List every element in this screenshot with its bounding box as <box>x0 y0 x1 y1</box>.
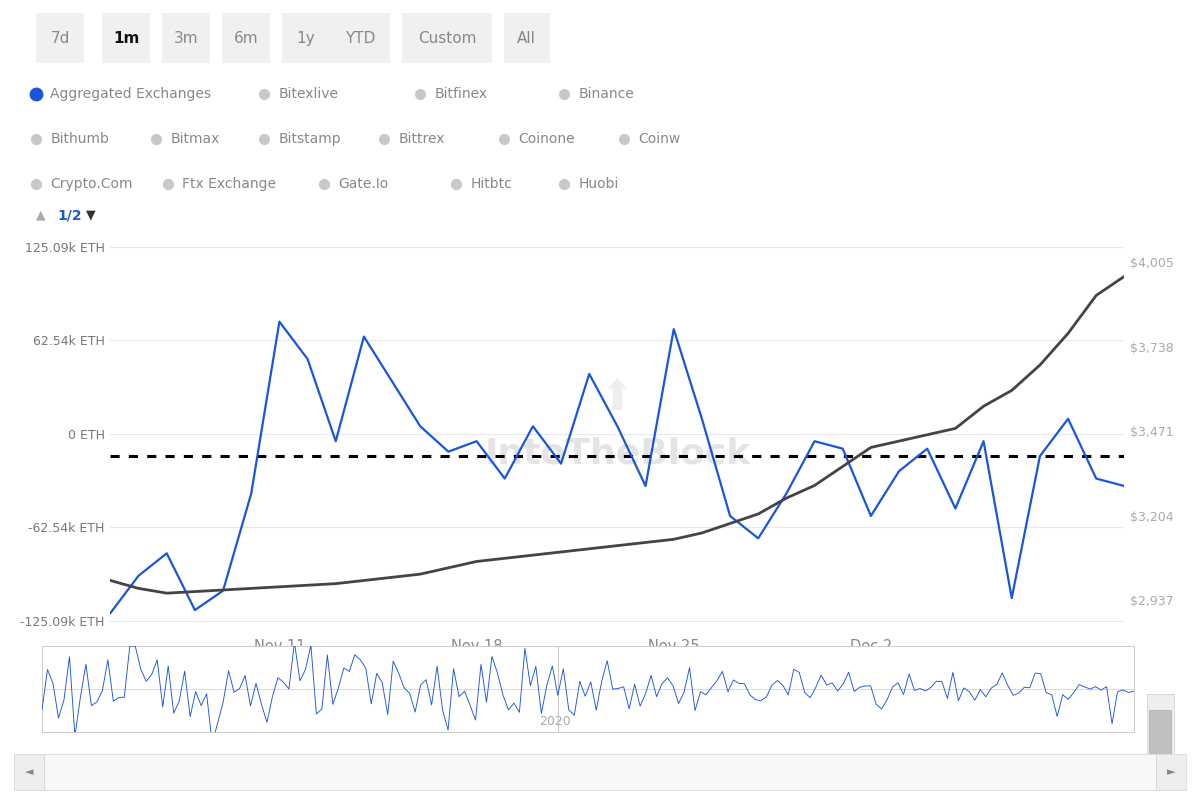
Text: Custom: Custom <box>418 30 476 46</box>
Text: 3m: 3m <box>174 30 198 46</box>
Text: Bitexlive: Bitexlive <box>278 87 338 101</box>
Text: Aggregated Exchanges: Aggregated Exchanges <box>50 87 211 101</box>
Text: 7d: 7d <box>50 30 70 46</box>
Text: Coinw: Coinw <box>638 132 680 146</box>
Text: Bithumb: Bithumb <box>50 132 109 146</box>
FancyBboxPatch shape <box>402 14 492 62</box>
Text: Binance: Binance <box>578 87 634 101</box>
Bar <box>14 754 43 790</box>
Text: Coinone: Coinone <box>518 132 575 146</box>
Text: Bitfinex: Bitfinex <box>434 87 487 101</box>
FancyBboxPatch shape <box>504 14 550 62</box>
Text: 1m: 1m <box>113 30 139 46</box>
Text: ▼: ▼ <box>86 209 96 222</box>
FancyBboxPatch shape <box>36 14 84 62</box>
Text: 1/2: 1/2 <box>58 208 83 222</box>
Text: ◄: ◄ <box>25 767 34 778</box>
Bar <box>1157 754 1186 790</box>
Text: Bitstamp: Bitstamp <box>278 132 341 146</box>
Text: ►: ► <box>1166 767 1175 778</box>
Text: IntoTheBlock: IntoTheBlock <box>485 437 750 470</box>
FancyBboxPatch shape <box>222 14 270 62</box>
Text: ▲: ▲ <box>36 209 46 222</box>
FancyBboxPatch shape <box>282 14 330 62</box>
FancyBboxPatch shape <box>330 14 390 62</box>
Text: YTD: YTD <box>344 30 376 46</box>
Text: Hitbtc: Hitbtc <box>470 177 512 190</box>
FancyBboxPatch shape <box>162 14 210 62</box>
Text: Bittrex: Bittrex <box>398 132 445 146</box>
Text: 2020: 2020 <box>539 714 571 728</box>
Text: ⬆: ⬆ <box>600 378 635 419</box>
FancyBboxPatch shape <box>102 14 150 62</box>
Text: 6m: 6m <box>234 30 258 46</box>
Bar <box>1150 710 1171 761</box>
Text: Gate.Io: Gate.Io <box>338 177 389 190</box>
Text: Bitmax: Bitmax <box>170 132 220 146</box>
Text: Crypto.Com: Crypto.Com <box>50 177 133 190</box>
Text: Huobi: Huobi <box>578 177 619 190</box>
Text: All: All <box>517 30 536 46</box>
Text: Ftx Exchange: Ftx Exchange <box>182 177 276 190</box>
Text: 1y: 1y <box>296 30 316 46</box>
